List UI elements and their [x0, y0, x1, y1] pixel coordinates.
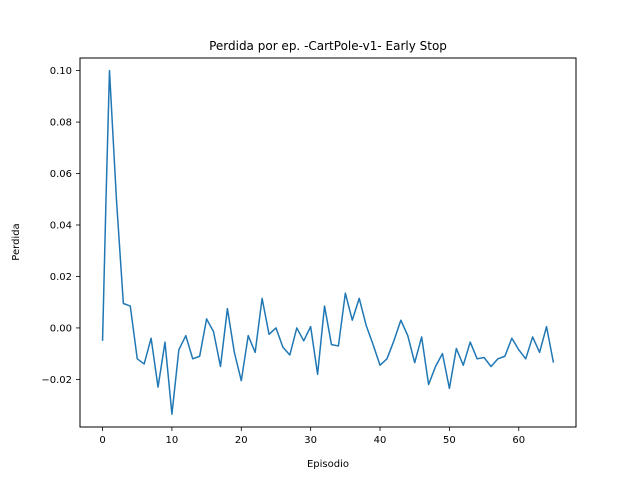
y-tick-label: 0.06	[50, 169, 72, 180]
x-tick-label: 0	[99, 435, 105, 446]
y-tick-label: 0.08	[50, 118, 72, 129]
chart-title: Perdida por ep. -CartPole-v1- Early Stop	[209, 39, 447, 53]
ticks-layer: 0 10 20 30 40 50 60 −0.02 0.00 0.02 0.04 0.06 0.08 0.…	[41, 66, 525, 446]
y-tick-label: −0.02	[41, 375, 72, 386]
y-tick-label: 0.00	[50, 323, 72, 334]
y-tick-label: 0.02	[50, 272, 72, 283]
series-layer	[101, 69, 555, 415]
x-tick-label: 30	[304, 435, 317, 446]
x-axis-label: Episodio	[307, 459, 349, 470]
plot-frame	[79, 57, 577, 428]
x-tick-label: 20	[235, 435, 248, 446]
x-tick-label: 10	[166, 435, 179, 446]
x-tick-label: 40	[374, 435, 387, 446]
x-tick-label: 50	[443, 435, 456, 446]
y-tick-label: 0.04	[50, 221, 72, 232]
y-axis-label: Perdida	[11, 223, 22, 260]
series-line	[101, 69, 555, 415]
x-tick-label: 60	[512, 435, 525, 446]
y-tick-label: 0.10	[50, 66, 72, 77]
